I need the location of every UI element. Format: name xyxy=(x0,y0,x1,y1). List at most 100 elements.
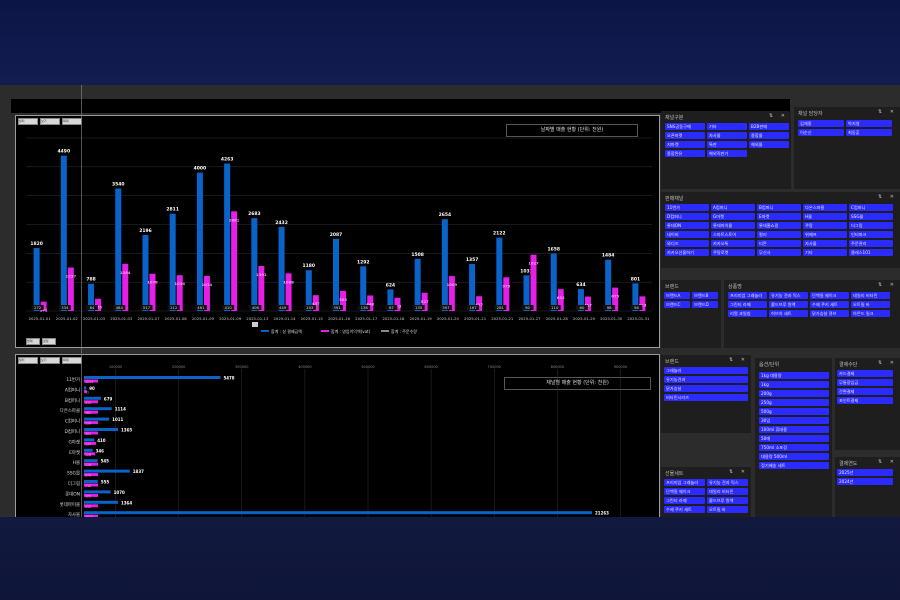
filter-option-button[interactable]: 콜드브루 원액 xyxy=(707,497,748,504)
filter-option-button[interactable]: 무신사 xyxy=(757,249,801,256)
filter-option-button[interactable]: 네이버 xyxy=(665,231,709,238)
filter-option-button[interactable]: 와디즈 xyxy=(665,240,709,247)
filter-option-button[interactable]: 30입 xyxy=(759,417,829,424)
filter-option-button[interactable]: 포인트결제 xyxy=(837,397,893,404)
filter-option-button[interactable]: 2024년 xyxy=(837,478,893,485)
filter-option-button[interactable]: 자사몰 xyxy=(803,240,847,247)
filter-option-button[interactable]: 2025년 xyxy=(837,469,893,476)
filter-option-button[interactable]: 오트밀 바 xyxy=(851,301,890,308)
filter-option-button[interactable]: 유기농 견과 믹스 xyxy=(707,479,748,486)
chart-legend-chip[interactable]: 범례 xyxy=(26,338,40,345)
filter-option-button[interactable]: 롯데ON xyxy=(665,222,709,229)
filter-option-button[interactable]: B컴퍼니 xyxy=(757,204,801,211)
filter-option-button[interactable]: 콜드브루 원액 xyxy=(769,301,808,308)
filter-option-button[interactable]: 11번가 xyxy=(665,204,709,211)
filter-option-button[interactable]: 최동훈 xyxy=(846,129,892,136)
filter-option-button[interactable]: B2B판매 xyxy=(749,123,789,130)
chart2-view-chip[interactable]: 보기 xyxy=(40,357,60,364)
filter-option-button[interactable]: 브랜드B xyxy=(692,292,718,299)
filter-option-button[interactable]: 단백질 쉐이크 xyxy=(664,488,705,495)
filter-option-button[interactable]: 이순신 xyxy=(798,129,844,136)
filter-option-button[interactable]: 카카오선물하기 xyxy=(665,249,709,256)
filter-option-button[interactable]: SNS공동구매 xyxy=(665,123,705,130)
filter-option-button[interactable]: C컴퍼니 xyxy=(849,204,893,211)
filter-option-button[interactable]: 클래스101 xyxy=(849,249,893,256)
filter-option-button[interactable]: 다온스파클 xyxy=(803,204,847,211)
chart-settings-chip[interactable]: 설정 xyxy=(42,338,56,345)
filter-option-button[interactable]: 100ml 휴대용 xyxy=(759,426,829,433)
filter-clear-icon[interactable]: ⇅ ✕ xyxy=(878,282,897,288)
filter-clear-icon[interactable]: ⇅ ✕ xyxy=(729,469,748,475)
filter-option-button[interactable]: 지마켓 xyxy=(665,141,705,148)
filter-option-button[interactable]: 비타민시리즈 xyxy=(664,394,748,401)
filter-option-button[interactable]: 더그림 xyxy=(849,222,893,229)
filter-option-button[interactable]: 오트밀 바 xyxy=(707,506,748,513)
filter-option-button[interactable]: 김채종 xyxy=(798,120,844,127)
filter-option-button[interactable]: 프리미엄 그래놀라 xyxy=(728,292,767,299)
filter-option-button[interactable]: G마켓 xyxy=(711,213,755,220)
filter-option-button[interactable]: 유기농 견과 믹스 xyxy=(769,292,808,299)
filter-option-button[interactable]: 정기배송 세트 xyxy=(759,462,829,469)
filter-option-button[interactable]: 해외직판가 xyxy=(707,150,747,157)
filter-option-button[interactable]: 브랜드D xyxy=(692,301,718,308)
filter-option-button[interactable]: 롯데마이몰 xyxy=(711,222,755,229)
chart2-filter-chip[interactable]: 필터 xyxy=(18,357,38,364)
filter-option-button[interactable]: 티몬 xyxy=(757,240,801,247)
filter-option-button[interactable]: 그린티 라떼 xyxy=(664,497,705,504)
filter-option-button[interactable]: 브랜드C xyxy=(664,301,690,308)
filter-option-button[interactable]: 카드결제 xyxy=(837,370,893,377)
filter-clear-icon[interactable]: ⇅ ✕ xyxy=(769,113,788,119)
filter-option-button[interactable]: 50매 xyxy=(759,435,829,442)
filter-option-button[interactable]: 박지영 xyxy=(846,120,892,127)
filter-clear-icon[interactable]: ⇅ ✕ xyxy=(878,194,897,200)
filter-option-button[interactable]: H몰 xyxy=(803,213,847,220)
filter-option-button[interactable]: 스마트스토어 xyxy=(711,231,755,238)
filter-option-button[interactable]: 자사몰 xyxy=(707,132,747,139)
filter-option-button[interactable]: 브랜드A xyxy=(664,292,690,299)
chart-filter-chip[interactable]: 필터 xyxy=(18,118,38,125)
filter-option-button[interactable]: E마켓 xyxy=(757,213,801,220)
filter-option-button[interactable]: SSG몰 xyxy=(849,213,893,220)
filter-option-button[interactable]: 컬리 xyxy=(757,231,801,238)
filter-option-button[interactable]: 위메프 xyxy=(803,231,847,238)
filter-option-button[interactable]: 특판 xyxy=(707,141,747,148)
filter-option-button[interactable]: A컴퍼니 xyxy=(711,204,755,211)
filter-option-button[interactable]: 쿠팡 xyxy=(803,222,847,229)
filter-option-button[interactable]: 수제 쿠키 세트 xyxy=(810,301,849,308)
filter-option-button[interactable]: 데일리 비타민 xyxy=(707,488,748,495)
filter-option-button[interactable]: 허브차 세트 xyxy=(769,310,808,317)
filter-option-button[interactable]: 카카오톡 xyxy=(711,240,755,247)
filter-option-button[interactable]: 주문관리 xyxy=(849,240,893,247)
filter-option-button[interactable]: 오픈마켓 xyxy=(665,132,705,139)
filter-option-button[interactable]: 750ml 소포장 xyxy=(759,444,829,451)
filter-option-button[interactable]: 간편결제 xyxy=(837,388,893,395)
filter-option-button[interactable]: 그린티 라떼 xyxy=(728,301,767,308)
filter-option-button[interactable]: 아몬드 밀크 xyxy=(851,310,890,317)
filter-option-button[interactable]: 단백질 쉐이크 xyxy=(810,292,849,299)
filter-option-button[interactable]: 종합된유 xyxy=(665,150,705,157)
filter-clear-icon[interactable]: ⇅ ✕ xyxy=(878,459,897,465)
filter-option-button[interactable]: 기타 xyxy=(803,249,847,256)
filter-option-button[interactable]: 대용량 500ml xyxy=(759,453,829,460)
filter-option-button[interactable]: 유기농견과 xyxy=(664,376,748,383)
filter-option-button[interactable]: 250g xyxy=(759,399,829,406)
filter-option-button[interactable]: 쿠팡로켓 xyxy=(711,249,755,256)
filter-option-button[interactable]: 닭가슴살 큐브 xyxy=(810,310,849,317)
filter-option-button[interactable]: 프리미엄 그래놀라 xyxy=(664,479,705,486)
chart-view-chip[interactable]: 보기 xyxy=(40,118,60,125)
filter-option-button[interactable]: 리얼 과일칩 xyxy=(728,310,767,317)
filter-option-button[interactable]: 롯데홈쇼핑 xyxy=(757,222,801,229)
filter-option-button[interactable]: 수제 쿠키 세트 xyxy=(664,506,705,513)
filter-option-button[interactable]: 종합몰 xyxy=(749,132,789,139)
filter-option-button[interactable]: 500g xyxy=(759,408,829,415)
filter-option-button[interactable]: 무통장입금 xyxy=(837,379,893,386)
filter-option-button[interactable]: 해외몰 xyxy=(749,141,789,148)
filter-option-button[interactable]: D컴퍼니 xyxy=(665,213,709,220)
filter-option-button[interactable]: 200g xyxy=(759,390,829,397)
filter-option-button[interactable]: 닭가슴살 xyxy=(664,385,748,392)
filter-clear-icon[interactable]: ⇅ ✕ xyxy=(878,360,897,366)
filter-option-button[interactable]: 그래놀라 xyxy=(664,367,748,374)
filter-option-button[interactable]: 데일리 비타민 xyxy=(851,292,890,299)
filter-option-button[interactable]: 1kg xyxy=(759,381,829,388)
filter-clear-icon[interactable]: ⇅ ✕ xyxy=(878,109,897,115)
